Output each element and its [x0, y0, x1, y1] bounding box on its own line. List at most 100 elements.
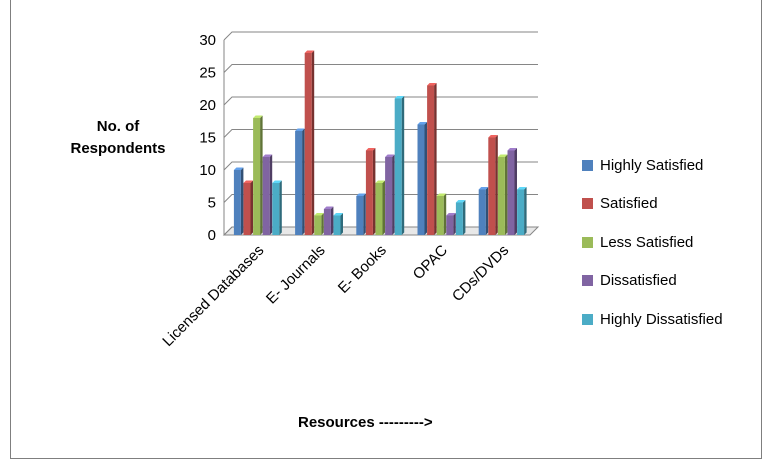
bar-side: [443, 193, 447, 235]
bar: [253, 115, 263, 235]
bar-front: [304, 53, 312, 235]
bar-front: [478, 189, 486, 235]
legend-swatch: [582, 159, 593, 171]
gridline: [223, 31, 538, 41]
bar: [375, 180, 385, 235]
bar-top: [488, 135, 498, 138]
bar: [333, 213, 343, 235]
bar-top: [517, 187, 527, 190]
bar-front: [356, 196, 364, 235]
x-tick-label: E- Journals: [263, 242, 329, 308]
bar-front: [253, 118, 261, 235]
bar-side: [485, 187, 489, 235]
y-tick-label: 10: [199, 162, 216, 179]
bar: [304, 50, 315, 235]
bar-top: [427, 83, 437, 86]
legend-swatch: [582, 275, 593, 287]
bar-top: [233, 167, 244, 170]
legend-label: Less Satisfied: [600, 233, 694, 251]
legend: Highly Satisfied Satisfied Less Satisfie…: [582, 146, 723, 339]
bar: [436, 193, 447, 235]
bar-side: [382, 180, 385, 235]
bar: [233, 167, 244, 235]
bar-side: [363, 193, 366, 235]
bar-side: [311, 50, 315, 235]
bar-side: [330, 206, 334, 235]
bar-side: [401, 96, 405, 235]
bar: [497, 154, 508, 235]
legend-label: Satisfied: [600, 195, 658, 213]
bar: [455, 200, 466, 235]
bar: [385, 154, 395, 235]
legend-item: Highly Satisfied: [582, 146, 723, 185]
bar-side: [340, 213, 343, 235]
bar-side: [392, 154, 395, 235]
bar: [507, 148, 517, 235]
x-tick-label: Licensed Databases: [159, 242, 267, 350]
bar-front: [507, 150, 515, 235]
bar-side: [495, 135, 498, 235]
x-tick-label: OPAC: [410, 242, 451, 283]
y-axis-label: No. of Respondents: [58, 116, 178, 160]
bar-front: [314, 215, 322, 235]
bar-top: [323, 206, 334, 209]
y-tick-label: 5: [208, 195, 216, 212]
bar-top: [394, 96, 405, 99]
x-tick-label: E- Books: [335, 242, 390, 297]
y-axis-label-line-1: No. of: [96, 118, 140, 135]
bar-side: [269, 154, 273, 235]
x-axis-label: Resources --------->: [298, 414, 433, 431]
y-tick-label: 15: [199, 130, 216, 147]
bar-top: [375, 180, 385, 183]
bar: [417, 122, 427, 235]
y-tick-label: 0: [208, 227, 216, 244]
bar: [394, 96, 405, 235]
bar: [314, 213, 324, 235]
bar-side: [462, 200, 466, 235]
bar: [356, 193, 366, 235]
bar-top: [243, 180, 253, 183]
legend-swatch: [582, 313, 593, 325]
bar-side: [434, 83, 437, 235]
bar-front: [323, 209, 331, 235]
bar-front: [417, 124, 425, 235]
bar: [272, 180, 282, 235]
bar-front: [385, 157, 393, 235]
legend-swatch: [582, 198, 593, 210]
bar-front: [455, 202, 463, 235]
x-tick-label: CDs/DVDs: [449, 242, 512, 305]
bar-front: [427, 85, 435, 235]
y-axis-label-line-2: Respondents: [70, 140, 166, 157]
legend-item: Highly Dissatisfied: [582, 300, 723, 339]
bar-front: [272, 183, 280, 235]
gridline: [223, 64, 538, 73]
bar-front: [365, 150, 373, 235]
bar: [323, 206, 334, 235]
bar-front: [295, 131, 303, 235]
bar: [365, 148, 376, 235]
bar-top: [365, 148, 376, 151]
bar-top: [262, 154, 273, 157]
bar-side: [524, 187, 527, 235]
bar-top: [272, 180, 282, 183]
bar-top: [507, 148, 517, 151]
bar: [262, 154, 273, 235]
bar: [446, 213, 456, 235]
bar: [517, 187, 527, 235]
bars: [233, 50, 527, 235]
bar-top: [333, 213, 343, 216]
bar-top: [385, 154, 395, 157]
bar-side: [514, 148, 517, 235]
y-tick-label: 30: [199, 32, 216, 49]
legend-label: Highly Satisfied: [600, 156, 704, 174]
bar-side: [302, 128, 305, 235]
bar-front: [333, 215, 341, 235]
bar-front: [517, 189, 525, 235]
bar: [427, 83, 437, 235]
bar-top: [356, 193, 366, 196]
bar-front: [375, 183, 383, 235]
bar: [478, 187, 489, 235]
bar-front: [446, 215, 454, 235]
bar: [488, 135, 498, 235]
